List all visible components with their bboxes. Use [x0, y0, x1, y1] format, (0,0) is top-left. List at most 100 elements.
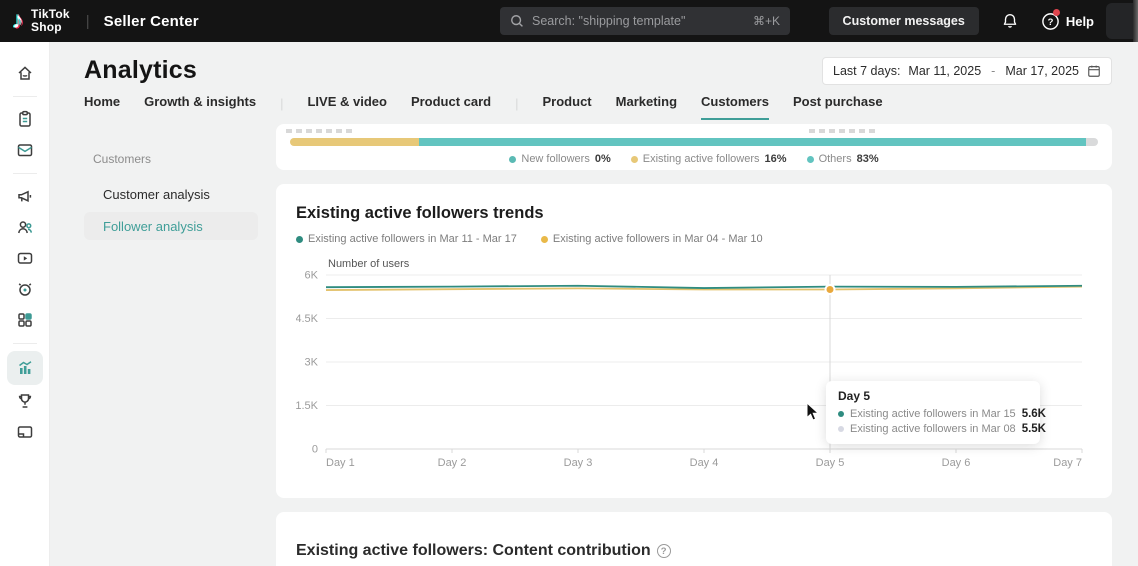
sidebar-orders-clipboard-icon[interactable] [9, 104, 41, 134]
bar-segment-others [419, 138, 1086, 146]
legend-value: 0% [594, 153, 611, 165]
sidebar-live-icon[interactable] [9, 274, 41, 304]
tab-divider: | [515, 96, 519, 111]
subnav-group-label: Customers [93, 152, 152, 166]
legend-others[interactable]: Others 83% [806, 153, 879, 165]
tooltip-dot [838, 411, 844, 417]
bar-segment-existing [290, 138, 420, 146]
trend-legend-previous-week[interactable]: Existing active followers in Mar 04 - Ma… [540, 233, 763, 245]
svg-text:Day 6: Day 6 [942, 457, 971, 469]
search-icon [511, 15, 523, 27]
tab-product-card[interactable]: Product card [410, 94, 492, 109]
legend-dot [296, 235, 303, 243]
help-label: Help [1065, 13, 1094, 29]
notifications-button[interactable] [1001, 12, 1019, 30]
trend-legend-current-week[interactable]: Existing active followers in Mar 11 - Ma… [296, 233, 517, 245]
legend-dot [509, 155, 517, 163]
customer-messages-button[interactable]: Customer messages [828, 7, 979, 35]
trends-card-title: Existing active followers trends [296, 204, 544, 222]
svg-text:?: ? [1047, 16, 1053, 27]
logo-title: TikTok [31, 7, 70, 22]
tab-post-purchase[interactable]: Post purchase [792, 94, 883, 109]
logo-divider: | [85, 12, 90, 30]
clipped-text-fragment [809, 129, 875, 133]
trend-chart-svg[interactable]: Number of users 6K 4.5K 3K 1.5K 0 Day 1 Day 2 Da… [295, 258, 1096, 473]
topbar: ♪ TikTok Shop | Seller Center ⌘+K Custom… [0, 0, 1138, 42]
sidebar-affiliate-users-icon[interactable] [9, 212, 41, 242]
legend-label: Existing active followers [642, 153, 760, 165]
legend-value: 83% [856, 153, 879, 165]
customers-subnav: Customers Customer analysis Follower ana… [84, 124, 258, 566]
content-contribution-card: Existing active followers: Content contr… [276, 512, 1112, 566]
tab-growth-insights[interactable]: Growth & insights [144, 94, 257, 109]
date-range-start: Mar 11, 2025 [908, 63, 982, 78]
legend-new-followers[interactable]: New followers 0% [509, 153, 611, 165]
svg-text:Day 3: Day 3 [564, 457, 593, 469]
search-shortcut: ⌘+K [752, 14, 780, 28]
date-range-picker[interactable]: Last 7 days: Mar 11, 2025 - Mar 17, 2025 [822, 56, 1112, 85]
svg-text:3K: 3K [305, 357, 319, 369]
tiktok-note-icon: ♪ [12, 7, 24, 34]
tab-live-video[interactable]: LIVE & video [307, 94, 387, 109]
legend-label: Existing active followers in Mar 11 - Ma… [308, 233, 517, 245]
svg-text:Day 1: Day 1 [326, 457, 355, 469]
clipped-text-fragment [286, 129, 352, 133]
subnav-item-customer-analysis[interactable]: Customer analysis [103, 186, 210, 202]
sidebar-messages-envelope-icon[interactable] [9, 135, 41, 165]
search-input[interactable] [532, 14, 745, 28]
page-title: Analytics [84, 56, 197, 84]
bell-icon [1003, 14, 1017, 28]
svg-text:4.5K: 4.5K [296, 313, 319, 325]
followers-trends-card: Existing active followers trends Existin… [276, 184, 1112, 498]
svg-text:Day 4: Day 4 [690, 457, 719, 469]
tooltip-label: Existing active followers in Mar 15 [850, 408, 1016, 420]
legend-dot [806, 155, 814, 163]
tab-divider: | [280, 96, 284, 111]
logo-subtitle: Shop [31, 20, 62, 34]
svg-text:Day 7: Day 7 [1053, 457, 1082, 469]
contribution-card-title: Existing active followers: Content contr… [296, 542, 651, 559]
svg-text:Number of users: Number of users [328, 259, 410, 270]
sidebar-analytics-icon[interactable] [6, 351, 43, 385]
tab-marketing[interactable]: Marketing [615, 94, 678, 109]
legend-label: New followers [521, 153, 590, 165]
sidebar-divider [12, 173, 37, 174]
subnav-item-follower-analysis[interactable]: Follower analysis [84, 212, 258, 240]
tooltip-dot [838, 426, 844, 432]
svg-text:1.5K: 1.5K [296, 400, 319, 412]
sidebar-divider [12, 96, 37, 97]
date-range-prefix: Last 7 days: [833, 63, 901, 78]
content-area: Analytics Last 7 days: Mar 11, 2025 - Ma… [50, 42, 1138, 566]
legend-existing-active-followers[interactable]: Existing active followers 16% [630, 153, 787, 165]
help-button[interactable]: ? Help [1041, 8, 1094, 31]
tab-customers[interactable]: Customers [701, 94, 769, 120]
sidebar-divider [12, 343, 37, 344]
svg-text:Day 5: Day 5 [816, 457, 845, 469]
date-range-end: Mar 17, 2025 [1005, 63, 1079, 78]
scrollbar-top-fragment [1133, 0, 1138, 42]
sidebar-finance-wallet-icon[interactable] [9, 417, 41, 447]
tab-product[interactable]: Product [542, 94, 592, 109]
bar-segment-rest [1085, 138, 1098, 146]
sidebar-growth-trophy-icon[interactable] [9, 386, 41, 416]
icon-sidebar [0, 42, 50, 566]
svg-text:Day 2: Day 2 [438, 457, 467, 469]
global-search[interactable]: ⌘+K [500, 7, 790, 35]
sidebar-marketing-megaphone-icon[interactable] [9, 181, 41, 211]
legend-dot [540, 235, 548, 243]
calendar-icon [1088, 65, 1100, 77]
legend-dot [630, 155, 638, 163]
date-range-separator: - [991, 63, 996, 78]
sidebar-video-icon[interactable] [9, 243, 41, 273]
help-icon: ? [1042, 12, 1059, 30]
tiktok-shop-logo[interactable]: ♪ TikTok Shop [0, 8, 70, 33]
help-notification-dot [1052, 8, 1060, 16]
sidebar-home-icon[interactable] [9, 58, 41, 88]
tooltip-value: 5.5K [1021, 423, 1046, 435]
sidebar-apps-grid-icon[interactable] [9, 305, 41, 335]
info-question-icon[interactable]: ? [656, 544, 671, 558]
follower-composition-bar[interactable] [290, 138, 1098, 146]
account-avatar[interactable] [1106, 3, 1138, 39]
tab-home[interactable]: Home [84, 94, 121, 109]
legend-label: Existing active followers in Mar 04 - Ma… [552, 233, 763, 245]
